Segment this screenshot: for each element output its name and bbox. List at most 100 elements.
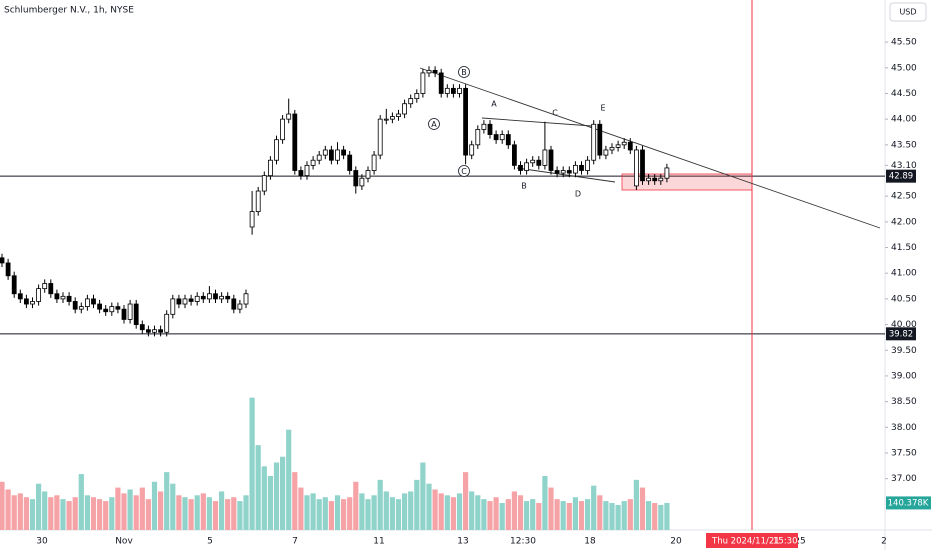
candle-body <box>396 113 401 117</box>
candle-body <box>97 303 102 310</box>
candle-body <box>512 144 517 166</box>
candle-body <box>554 170 560 174</box>
volume-bar <box>72 497 78 530</box>
volume-bar <box>603 501 609 530</box>
candle-body <box>200 295 206 300</box>
volume-bar <box>591 485 597 530</box>
candle-body <box>304 164 310 177</box>
candle-body <box>54 293 60 300</box>
candle-body <box>286 113 292 120</box>
candle-body <box>530 159 536 164</box>
trend-line <box>419 67 881 229</box>
candle-body <box>30 301 35 305</box>
candle-body <box>408 98 414 105</box>
wave-label: C <box>552 109 558 118</box>
candle-body <box>481 123 487 130</box>
candle-body <box>231 298 237 310</box>
x-tick-label: 30 <box>36 537 48 547</box>
candle-body <box>450 87 456 94</box>
candle-body <box>322 149 328 156</box>
candle-body <box>158 329 164 333</box>
currency-button[interactable] <box>889 2 927 22</box>
trend-line <box>516 167 616 183</box>
volume-bar <box>566 503 572 530</box>
candle-body <box>615 144 621 148</box>
volume-bar <box>280 456 286 530</box>
candle-body <box>640 149 645 182</box>
currency-label[interactable]: USD <box>899 8 916 17</box>
candle-body <box>383 118 389 121</box>
volume-bar <box>17 493 23 530</box>
volume-bar <box>426 483 432 530</box>
y-tick-label: 39.50 <box>891 346 917 356</box>
volume-bar <box>615 504 621 530</box>
volume-bar <box>139 487 145 530</box>
volume-bar <box>414 479 420 530</box>
candle-body <box>0 257 5 264</box>
volume-bar <box>97 499 103 530</box>
volume-bar <box>578 501 585 530</box>
volume-bar <box>542 476 548 530</box>
x-tick-label: 5 <box>207 537 213 547</box>
candle-body <box>634 149 639 187</box>
candle-body <box>493 134 499 141</box>
price-label: 42.89 <box>889 172 913 182</box>
volume-bar <box>395 499 402 530</box>
trend-line <box>481 117 593 127</box>
volume-bar <box>371 495 377 530</box>
candle-body <box>5 262 11 277</box>
y-tick-label: 42.50 <box>891 192 917 202</box>
candle-body <box>505 134 511 146</box>
candle-body <box>182 298 188 305</box>
y-tick-label: 43.10 <box>891 161 917 171</box>
volume-bar <box>463 472 469 530</box>
candle-body <box>164 313 170 333</box>
wave-label: D <box>575 190 581 199</box>
chart-title: Schlumberger N.V., 1h, NYSE <box>4 6 134 16</box>
candle-body <box>646 177 651 182</box>
candle-body <box>237 303 243 310</box>
volume-bar <box>408 491 414 530</box>
candle-body <box>103 308 109 313</box>
candle-body <box>145 329 151 333</box>
candle-body <box>579 164 584 171</box>
volume-bar <box>328 501 334 530</box>
candle-body <box>444 87 450 94</box>
volume-bar <box>621 501 627 530</box>
volume-bar <box>585 499 591 530</box>
candle-body <box>17 293 23 300</box>
candle-body <box>371 154 377 171</box>
candle-body <box>243 293 249 305</box>
volume-bar <box>334 495 341 530</box>
wave-label: B <box>521 182 527 191</box>
volume-bar <box>658 504 664 530</box>
volume-bar <box>322 497 328 530</box>
volume-bar <box>133 495 139 530</box>
candle-body <box>316 154 322 161</box>
candle-body <box>36 288 41 302</box>
candle-body <box>603 149 609 156</box>
volume-bar <box>255 445 261 530</box>
candle-body <box>463 87 469 156</box>
volume-bar <box>341 499 347 530</box>
volume-bar <box>560 501 566 530</box>
volume-bar <box>151 481 158 530</box>
volume-label-box <box>886 496 931 510</box>
volume-bar <box>121 493 127 530</box>
volume-bar <box>212 501 219 530</box>
x-tick-label: 20 <box>670 537 682 547</box>
volume-bar <box>505 499 511 530</box>
candle-body <box>133 303 139 325</box>
candle-body <box>66 295 72 302</box>
candle-body <box>353 170 359 187</box>
candle-body <box>609 146 615 151</box>
volume-bar <box>0 481 5 530</box>
volume-bar <box>286 429 292 530</box>
wave-circle <box>458 165 470 177</box>
wave-label: B <box>461 68 467 77</box>
candle-body <box>499 134 505 141</box>
volume-bar <box>511 491 517 530</box>
candle-body <box>280 118 286 141</box>
candle-body <box>72 301 78 310</box>
